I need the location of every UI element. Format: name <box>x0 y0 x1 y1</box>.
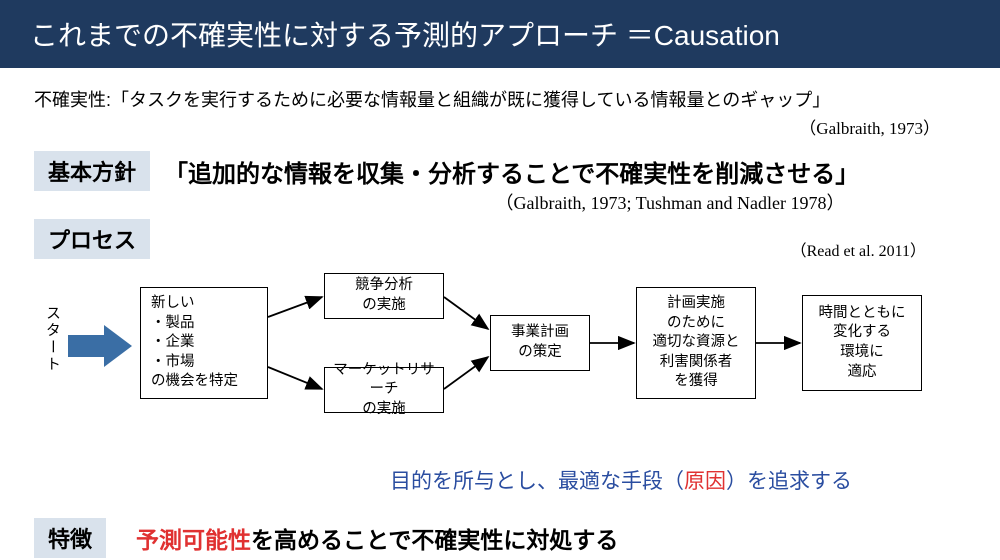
policy-citation: （Galbraith, 1973; Tushman and Nadler 197… <box>340 189 1000 215</box>
title-bar: これまでの不確実性に対する予測的アプローチ ＝Causation <box>0 0 1000 68</box>
summary-line: 目的を所与とし、最適な手段（原因）を追求する <box>390 465 852 495</box>
summary-cause: 原因 <box>684 470 726 493</box>
char-red: 予測可能性 <box>136 527 251 553</box>
char-text: 予測可能性を高めることで不確実性に対処する <box>136 521 618 555</box>
policy-text: 「追加的な情報を収集・分析することで不確実性を削減させる」 <box>164 154 859 189</box>
page-title: これまでの不確実性に対する予測的アプローチ ＝Causation <box>30 14 780 54</box>
char-label: 特徴 <box>34 518 106 558</box>
summary-pre: 目的を所与とし、最適な手段（ <box>390 470 684 493</box>
definition-citation: （Galbraith, 1973） <box>0 114 940 139</box>
process-label: プロセス <box>34 219 150 259</box>
flow-arrows <box>34 267 954 437</box>
policy-row: 基本方針 「追加的な情報を収集・分析することで不確実性を削減させる」 <box>34 151 1000 191</box>
summary-post: ）を追求する <box>726 470 852 493</box>
definition-text: 不確実性:「タスクを実行するために必要な情報量と組織が既に獲得している情報量との… <box>34 86 966 112</box>
policy-label: 基本方針 <box>34 151 150 191</box>
characteristics-row: 特徴 予測可能性を高めることで不確実性に対処する <box>34 518 618 558</box>
char-rest: を高めることで不確実性に対処する <box>251 527 618 553</box>
flowchart: スタート 新しい・製品・企業・市場の機会を特定 競争分析の実施 マーケットリサー… <box>34 267 1000 437</box>
